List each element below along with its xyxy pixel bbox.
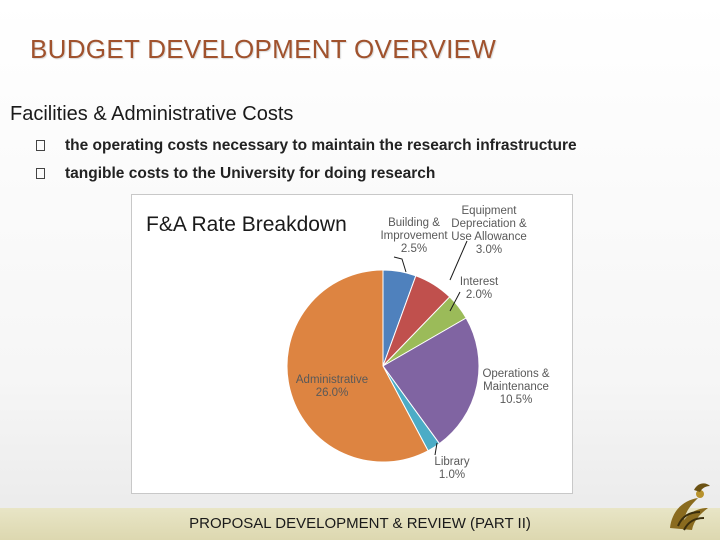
chart-title: F&A Rate Breakdown — [146, 213, 347, 236]
bullet-list: the operating costs necessary to maintai… — [36, 136, 577, 192]
checkbox-bullet-icon — [36, 168, 45, 179]
leader-line — [449, 291, 461, 312]
leader-line — [434, 442, 438, 456]
data-label: Equipment Depreciation & Use Allowance 3.0% — [451, 205, 527, 256]
footer-text: PROPOSAL DEVELOPMENT & REVIEW (PART II) — [189, 515, 531, 532]
data-label: Building & Improvement 2.5% — [380, 217, 448, 255]
bullet-item: tangible costs to the University for doi… — [36, 164, 577, 192]
data-label: Administrative 26.0% — [296, 374, 368, 399]
slide-subtitle: Facilities & Administrative Costs — [10, 103, 294, 125]
data-label: Operations & Maintenance 10.5% — [482, 368, 549, 406]
bullet-text: the operating costs necessary to maintai… — [65, 137, 577, 154]
pegasus-logo-icon — [664, 476, 714, 536]
checkbox-bullet-icon — [36, 140, 45, 151]
slide-title: BUDGET DEVELOPMENT OVERVIEW — [30, 34, 497, 64]
footer-band — [0, 508, 720, 540]
pie-chart: F&A Rate Breakdown Building & Improvement… — [146, 205, 550, 481]
chart-frame: F&A Rate Breakdown Building & Improvement… — [131, 194, 573, 494]
bullet-item: the operating costs necessary to maintai… — [36, 136, 577, 164]
bullet-text: tangible costs to the University for doi… — [65, 165, 436, 182]
pie-slice-administrative — [286, 269, 429, 463]
leader-line — [449, 240, 468, 281]
data-label: Library 1.0% — [434, 456, 469, 481]
pie-slice-operations-maintenance — [382, 317, 480, 445]
leader-line — [393, 256, 407, 273]
data-label: Interest 2.0% — [460, 276, 499, 301]
